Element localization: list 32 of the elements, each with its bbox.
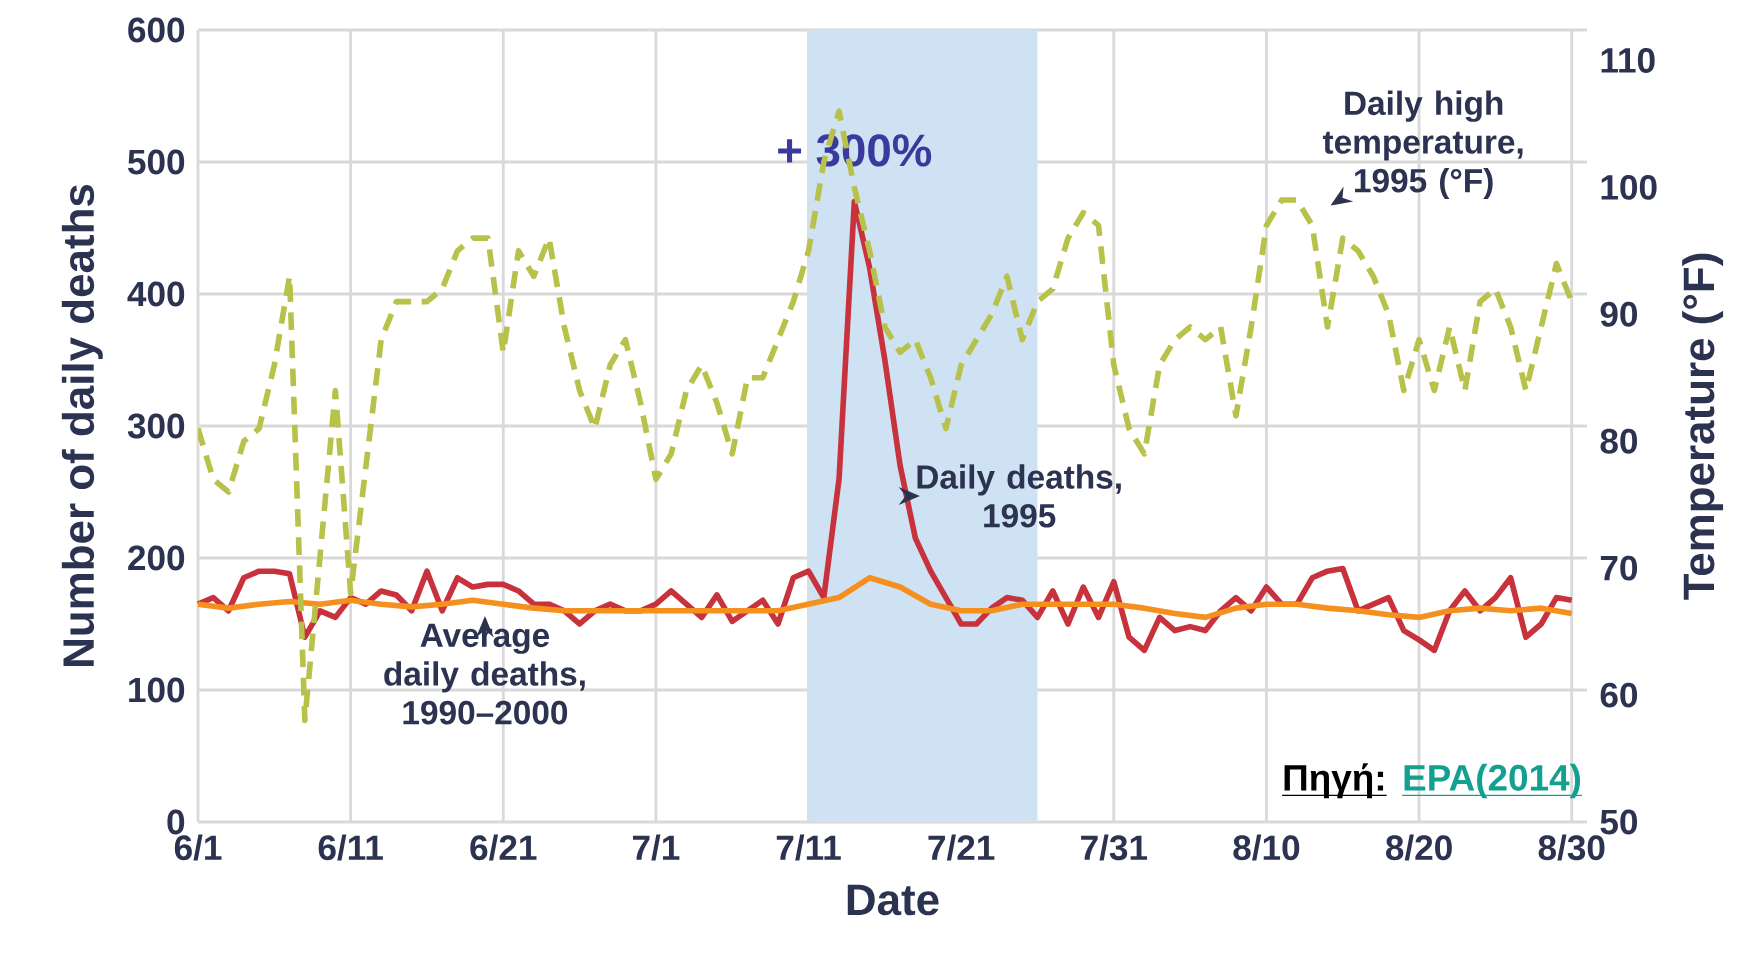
- x-tick-label: 6/11: [318, 834, 383, 861]
- x-tick-label: 7/11: [776, 834, 841, 861]
- x-tick-label: 6/21: [470, 834, 537, 861]
- x-tick-label: 6/1: [174, 834, 222, 861]
- series-label: Average daily deaths, 1990–2000: [384, 623, 585, 725]
- y2-tick-label: 50: [1600, 809, 1638, 835]
- annotation: EPA(2014): [1404, 763, 1581, 799]
- y2-tick-label: 70: [1600, 555, 1638, 581]
- x-tick-label: 7/1: [632, 834, 680, 861]
- y2-tick-label: 110: [1601, 48, 1655, 73]
- series-label: Daily deaths, 1995: [917, 464, 1121, 528]
- y-tick-label: 400: [127, 281, 185, 307]
- x-tick-label: 8/30: [1538, 834, 1605, 861]
- series-label: Daily high temperature, 1995 (°F): [1322, 90, 1523, 200]
- y-tick-label: 600: [128, 17, 185, 43]
- y2-tick-label: 60: [1600, 682, 1638, 708]
- y2-axis-title: Temperature (°F): [1682, 253, 1724, 600]
- y2-tick-label: 80: [1600, 428, 1638, 454]
- y-tick-label: 0: [167, 809, 185, 835]
- y2-tick-label: 90: [1600, 301, 1638, 327]
- y-tick-label: 100: [129, 677, 185, 703]
- x-tick-label: 8/10: [1233, 834, 1300, 861]
- x-axis-title: Date: [847, 884, 939, 916]
- x-tick-label: 7/21: [928, 834, 995, 861]
- y-tick-label: 500: [128, 149, 185, 175]
- x-tick-label: 7/31: [1081, 834, 1148, 861]
- y-tick-label: 200: [128, 545, 185, 571]
- annotation: Πηγή:: [1284, 763, 1384, 799]
- y-axis-title: Number of daily deaths: [61, 184, 103, 666]
- y-tick-label: 300: [127, 413, 185, 439]
- x-tick-label: 8/20: [1385, 834, 1452, 861]
- y2-tick-label: 100: [1601, 174, 1657, 200]
